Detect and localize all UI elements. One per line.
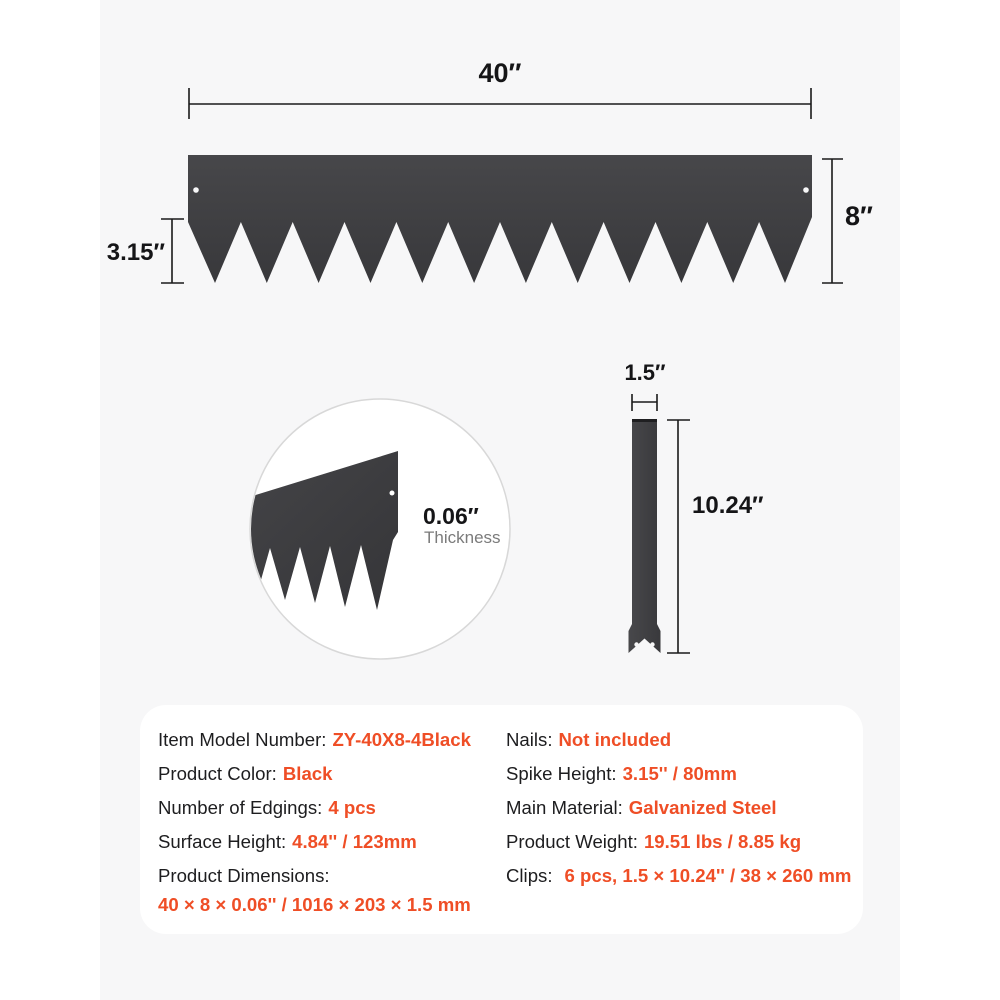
spec-column-left: Item Model Number: ZY-40X8-4Black Product…	[158, 723, 471, 919]
spec-label: Nails:	[506, 729, 553, 750]
edging-diagram	[161, 88, 843, 284]
spec-card: Item Model Number: ZY-40X8-4Black Product…	[140, 705, 863, 934]
spec-value: 4 pcs	[328, 797, 376, 818]
clip-width-dimension-line	[631, 394, 658, 411]
spec-row-nails: Nails: Not included	[506, 723, 851, 757]
spec-label: Product Color:	[158, 763, 277, 784]
spike-height-dimension-line	[161, 218, 184, 284]
spec-value: 3.15'' / 80mm	[622, 763, 737, 784]
clip-width-dimension-label: 1.5″	[624, 360, 666, 385]
spec-label: Product Dimensions:	[158, 865, 330, 886]
spec-label: Spike Height:	[506, 763, 617, 784]
edging-panel-shape	[188, 155, 812, 283]
spec-row-clips: Clips: 6 pcs, 1.5 × 10.24'' / 38 × 260 mm	[506, 859, 851, 893]
spike-height-dimension-label: 3.15″	[106, 239, 165, 266]
clip-height-dimension-label: 10.24″	[692, 492, 764, 519]
spec-label: Number of Edgings:	[158, 797, 323, 818]
spec-row-surface-height: Surface Height: 4.84'' / 123mm	[158, 825, 471, 859]
spec-value: 40 × 8 × 0.06'' / 1016 × 203 × 1.5 mm	[158, 894, 471, 915]
spec-row-edgings: Number of Edgings: 4 pcs	[158, 791, 471, 825]
spec-column-right: Nails: Not included Spike Height: 3.15'' /…	[506, 723, 851, 893]
thickness-value-label: 0.06″	[423, 503, 479, 529]
spec-value: 4.84'' / 123mm	[292, 831, 417, 852]
width-dimension-line	[188, 88, 812, 119]
clip-hole-left	[634, 642, 639, 647]
spec-value: ZY-40X8-4Black	[332, 729, 471, 750]
width-dimension-label: 40″	[478, 58, 522, 88]
spec-label: Item Model Number:	[158, 729, 327, 750]
spec-row-weight: Product Weight: 19.51 lbs / 8.85 kg	[506, 825, 851, 859]
nail-hole-right	[803, 187, 809, 193]
spec-value: Black	[282, 763, 333, 784]
height-dimension-line	[822, 158, 843, 284]
clip-diagram	[628, 394, 690, 654]
clip-top-edge	[632, 419, 657, 422]
spec-row-color: Product Color: Black	[158, 757, 471, 791]
spec-label: Surface Height:	[158, 831, 287, 852]
nail-hole-left	[193, 187, 199, 193]
detail-nail-hole	[389, 490, 395, 496]
spec-value: 6 pcs, 1.5 × 10.24'' / 38 × 260 mm	[564, 865, 852, 886]
spec-label: Product Weight:	[506, 831, 638, 852]
edging-angled-detail-shape	[251, 451, 398, 610]
height-dimension-label: 8″	[845, 201, 873, 231]
thickness-caption: Thickness	[424, 528, 501, 547]
clip-height-dimension-line	[667, 419, 690, 654]
spec-value: Not included	[558, 729, 672, 750]
clip-shape	[628, 419, 661, 653]
spec-value: Galvanized Steel	[628, 797, 777, 818]
spec-label: Clips:	[506, 865, 553, 886]
thickness-detail-circle	[249, 398, 511, 660]
spec-label: Main Material:	[506, 797, 623, 818]
spec-value: 19.51 lbs / 8.85 kg	[643, 831, 802, 852]
clip-hole-right	[650, 642, 655, 647]
spec-row-dimensions: Product Dimensions: 40 × 8 × 0.06'' / 10…	[158, 859, 471, 919]
spec-row-model: Item Model Number: ZY-40X8-4Black	[158, 723, 471, 757]
spec-row-spike-height: Spike Height: 3.15'' / 80mm	[506, 757, 851, 791]
spec-row-material: Main Material: Galvanized Steel	[506, 791, 851, 825]
